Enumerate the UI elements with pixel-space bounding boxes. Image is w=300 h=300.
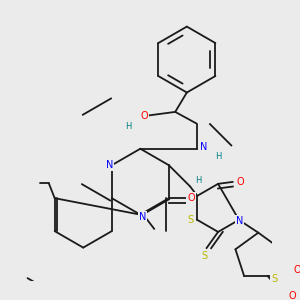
Text: N: N [139,212,146,222]
Text: O: O [187,193,195,203]
Text: S: S [271,274,278,284]
Text: O: O [293,265,300,275]
Text: N: N [106,160,113,170]
Text: O: O [140,111,148,121]
Text: H: H [196,176,202,185]
Text: S: S [202,251,208,261]
Text: H: H [215,152,221,161]
Text: N: N [200,142,207,152]
Text: S: S [187,215,194,225]
Text: O: O [288,291,296,300]
Text: H: H [125,122,132,131]
Text: O: O [236,177,244,187]
Text: N: N [236,216,243,226]
